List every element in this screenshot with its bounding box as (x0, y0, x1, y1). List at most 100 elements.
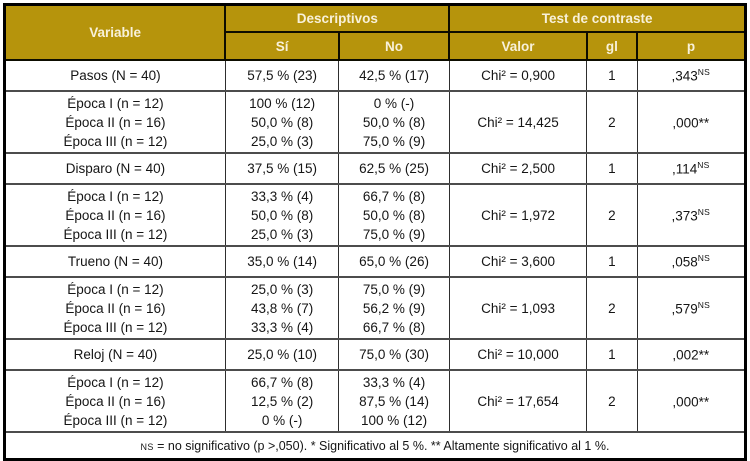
variable-cell: Época I (n = 12) Época II (n = 16) Época… (4, 369, 226, 433)
no-value: 75,0 % (9) (362, 133, 426, 149)
table-body: Pasos (N = 40) 57,5 % (23) 42,5 % (17) C… (4, 59, 747, 433)
no-value: 66,7 % (8) (362, 188, 426, 204)
valor-cell: Chi² = 14,425 (448, 90, 588, 154)
epoch-label: Época II (n = 16) (65, 207, 166, 223)
no-value: 50,0 % (8) (362, 114, 426, 130)
valor-cell: Chi² = 3,600 (448, 245, 588, 278)
si-cell: 33,3 % (4) 50,0 % (8) 25,0 % (3) (224, 183, 340, 247)
p-cell: ,343NS (636, 59, 747, 92)
si-cell: 66,7 % (8) 12,5 % (2) 0 % (-) (224, 369, 340, 433)
p-cell: ,000** (636, 90, 747, 154)
column-header-valor: Valor (448, 31, 588, 61)
page: Variable Descriptivos Test de contraste … (3, 3, 747, 461)
no-cell: 75,0 % (9) 56,2 % (9) 66,7 % (8) (338, 276, 450, 340)
footnote-ns-marker: NS (140, 441, 154, 452)
column-header-p: p (636, 31, 747, 61)
variable-cell: Época I (n = 12) Época II (n = 16) Época… (4, 276, 226, 340)
p-cell: ,058NS (636, 245, 747, 278)
gl-cell: 1 (586, 338, 638, 371)
variable-cell: Pasos (N = 40) (4, 59, 226, 92)
table-row-disparo: Disparo (N = 40) 37,5 % (15) 62,5 % (25)… (4, 152, 747, 185)
table-row-trueno: Trueno (N = 40) 35,0 % (14) 65,0 % (26) … (4, 245, 747, 278)
no-value: 75,0 % (9) (362, 281, 426, 297)
variable-cell: Trueno (N = 40) (4, 245, 226, 278)
si-value: 33,3 % (4) (250, 188, 314, 204)
si-value: 66,7 % (8) (250, 374, 314, 390)
si-value: 50,0 % (8) (250, 207, 314, 223)
si-value: 12,5 % (2) (250, 393, 314, 409)
gl-cell: 1 (586, 59, 638, 92)
epoch-label: Época II (n = 16) (65, 393, 166, 409)
column-group-test-de-contraste: Test de contraste (448, 3, 747, 33)
p-value: ,002** (672, 347, 710, 363)
column-group-descriptivos: Descriptivos (224, 3, 451, 33)
variable-cell: Época I (n = 12) Época II (n = 16) Época… (4, 90, 226, 154)
si-value: 25,0 % (3) (250, 226, 314, 242)
table-row-reloj: Reloj (N = 40) 25,0 % (10) 75,0 % (30) C… (4, 338, 747, 371)
p-cell: ,000** (636, 369, 747, 433)
p-cell: ,002** (636, 338, 747, 371)
si-value: 100 % (12) (249, 95, 316, 111)
table-header: Variable Descriptivos Test de contraste … (3, 3, 747, 61)
epoch-label: Época III (n = 12) (63, 133, 168, 149)
gl-cell: 2 (586, 369, 638, 433)
gl-cell: 2 (586, 276, 638, 340)
p-value: ,579 (671, 301, 698, 317)
p-value: ,114 (672, 161, 698, 177)
no-cell: 33,3 % (4) 87,5 % (14) 100 % (12) (338, 369, 450, 433)
si-value: 25,0 % (3) (250, 281, 314, 297)
gl-cell: 1 (586, 152, 638, 185)
gl-cell: 2 (586, 90, 638, 154)
p-significance: NS (697, 67, 710, 78)
epoch-label: Época III (n = 12) (63, 319, 168, 335)
p-value: ,000** (672, 394, 710, 410)
no-cell: 75,0 % (30) (338, 338, 450, 371)
p-cell: ,114NS (636, 152, 747, 185)
variable-cell: Época I (n = 12) Época II (n = 16) Época… (4, 183, 226, 247)
si-cell: 25,0 % (3) 43,8 % (7) 33,3 % (4) (224, 276, 340, 340)
p-significance: NS (697, 160, 710, 171)
variable-cell: Reloj (N = 40) (4, 338, 226, 371)
no-value: 33,3 % (4) (362, 374, 426, 390)
epoch-label: Época I (n = 12) (67, 281, 164, 297)
valor-cell: Chi² = 0,900 (448, 59, 588, 92)
p-cell: ,373NS (636, 183, 747, 247)
epoch-label: Época III (n = 12) (63, 412, 168, 428)
valor-cell: Chi² = 17,654 (448, 369, 588, 433)
column-header-variable: Variable (3, 3, 227, 61)
valor-cell: Chi² = 1,093 (448, 276, 588, 340)
variable-cell: Disparo (N = 40) (4, 152, 226, 185)
no-cell: 62,5 % (25) (338, 152, 450, 185)
no-value: 87,5 % (14) (359, 393, 429, 409)
p-cell: ,579NS (636, 276, 747, 340)
no-cell: 0 % (-) 50,0 % (8) 75,0 % (9) (338, 90, 450, 154)
p-significance: NS (697, 253, 710, 264)
p-value: ,058 (671, 254, 698, 270)
column-header-gl: gl (585, 31, 639, 61)
si-value: 50,0 % (8) (250, 114, 314, 130)
column-header-si: Sí (224, 31, 340, 61)
valor-cell: Chi² = 10,000 (448, 338, 588, 371)
p-value: ,343 (671, 68, 698, 84)
epoch-label: Época I (n = 12) (67, 188, 164, 204)
header-row-groups: Variable Descriptivos Test de contraste (3, 3, 747, 61)
no-value: 66,7 % (8) (362, 319, 426, 335)
epoch-label: Época II (n = 16) (65, 300, 166, 316)
table-row-pasos: Pasos (N = 40) 57,5 % (23) 42,5 % (17) C… (4, 59, 747, 92)
si-cell: 37,5 % (15) (224, 152, 340, 185)
table-row-disparo-epocas: Época I (n = 12) Época II (n = 16) Época… (4, 183, 747, 247)
no-cell: 65,0 % (26) (338, 245, 450, 278)
no-value: 75,0 % (9) (362, 226, 426, 242)
gl-cell: 2 (586, 183, 638, 247)
p-significance: NS (697, 299, 710, 310)
no-value: 50,0 % (8) (362, 207, 426, 223)
column-header-no: No (337, 31, 451, 61)
p-value: ,373 (671, 208, 698, 224)
no-cell: 66,7 % (8) 50,0 % (8) 75,0 % (9) (338, 183, 450, 247)
epoch-label: Época I (n = 12) (67, 95, 164, 111)
si-cell: 57,5 % (23) (224, 59, 340, 92)
si-cell: 100 % (12) 50,0 % (8) 25,0 % (3) (224, 90, 340, 154)
header-row-subcolumns: Sí No Valor gl p (5, 31, 747, 61)
table-row-pasos-epocas: Época I (n = 12) Época II (n = 16) Época… (4, 90, 747, 154)
epoch-label: Época III (n = 12) (63, 226, 168, 242)
